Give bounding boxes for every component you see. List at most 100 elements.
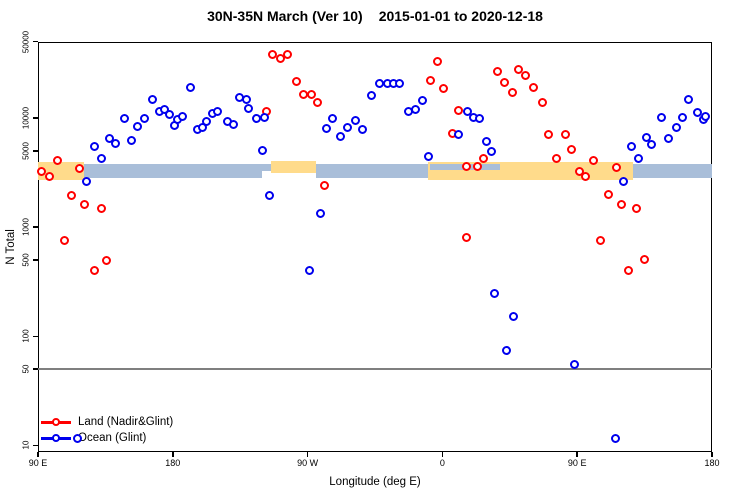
legend-ocean-line	[41, 434, 71, 442]
x-tick-mark	[711, 452, 713, 457]
data-point-land	[306, 90, 316, 100]
data-point-ocean	[657, 113, 667, 123]
band-segment-land_high	[271, 161, 316, 173]
data-point-land	[514, 64, 524, 74]
y-axis-title: N Total	[5, 229, 17, 265]
data-point-ocean	[482, 137, 492, 147]
data-point-ocean	[411, 105, 421, 115]
chart-title: 30N-35N March (Ver 10) 2015-01-01 to 2020…	[0, 8, 750, 24]
data-point-land	[96, 203, 106, 213]
data-point-land	[552, 153, 562, 163]
y-tick-label: 5000	[21, 141, 31, 160]
data-point-land	[520, 70, 530, 80]
data-point-land	[313, 98, 323, 108]
data-point-ocean	[241, 95, 251, 105]
y-tick-label: 50	[21, 364, 31, 374]
data-point-land	[53, 155, 63, 165]
x-tick-mark	[306, 452, 309, 457]
x-axis-title: Longitude (deg E)	[329, 476, 421, 488]
x-tick-mark	[172, 452, 174, 457]
legend-item-land: Land (Nadir&Glint)	[41, 414, 173, 430]
data-point-ocean	[358, 124, 368, 134]
data-point-ocean	[164, 110, 174, 120]
data-point-ocean	[229, 120, 239, 130]
data-point-land	[36, 167, 46, 177]
data-point-ocean	[82, 177, 92, 187]
legend: Land (Nadir&Glint) Ocean (Glint)	[41, 414, 173, 446]
legend-item-ocean: Ocean (Glint)	[41, 430, 173, 446]
data-point-ocean	[634, 153, 644, 163]
data-point-ocean	[502, 345, 512, 355]
legend-ocean-marker-icon	[52, 434, 60, 442]
data-point-ocean	[213, 106, 223, 116]
data-point-land	[604, 190, 614, 199]
data-point-land	[461, 232, 471, 242]
x-tick-label: 90 E	[28, 458, 48, 468]
data-point-land	[473, 162, 483, 172]
chart-title-main: 30N-35N March (Ver 10)	[207, 8, 363, 24]
band-segment-ocean_thin	[262, 164, 272, 171]
data-point-land	[640, 255, 650, 265]
data-point-ocean	[96, 153, 106, 163]
data-point-ocean	[463, 106, 473, 116]
data-point-ocean	[641, 133, 651, 143]
data-point-ocean	[335, 132, 345, 142]
data-point-ocean	[569, 359, 579, 369]
data-point-ocean	[366, 91, 376, 101]
data-point-land	[461, 161, 471, 171]
x-tick-label: 90 E	[567, 458, 587, 468]
data-point-ocean	[328, 113, 338, 123]
x-tick-label: 90 W	[297, 458, 319, 468]
data-point-ocean	[424, 152, 434, 162]
y-tick-label: 10000	[21, 106, 31, 130]
data-point-land	[66, 190, 76, 200]
data-point-land	[529, 83, 539, 93]
y-tick-label: 50000	[21, 30, 31, 53]
x-tick-mark	[576, 452, 578, 457]
data-point-land	[616, 199, 626, 209]
x-tick-label: 180	[704, 458, 720, 468]
legend-ocean-label: Ocean (Glint)	[78, 432, 147, 444]
data-point-ocean	[244, 103, 254, 113]
data-point-land	[632, 204, 642, 214]
reference-line-50	[38, 368, 712, 371]
data-point-ocean	[178, 112, 188, 122]
data-point-ocean	[350, 116, 360, 126]
data-point-ocean	[701, 111, 710, 121]
data-point-land	[74, 163, 84, 173]
data-point-ocean	[611, 433, 621, 443]
data-point-land	[507, 88, 517, 98]
band-segment-ocean	[315, 164, 429, 178]
data-point-land	[624, 265, 634, 275]
data-point-ocean	[260, 113, 270, 123]
legend-land-line	[41, 418, 71, 426]
y-tick-mark	[33, 335, 38, 338]
band-segment-ocean	[633, 164, 712, 178]
data-point-ocean	[395, 79, 404, 89]
x-tick-label: 0	[439, 458, 445, 468]
data-point-ocean	[454, 129, 464, 139]
data-point-ocean	[139, 114, 149, 124]
data-point-land	[319, 181, 329, 191]
data-point-land	[588, 155, 598, 165]
data-point-ocean	[646, 139, 656, 149]
data-point-land	[44, 172, 54, 182]
data-point-ocean	[474, 113, 484, 123]
y-tick-label: 500	[21, 253, 31, 267]
y-tick-mark	[33, 444, 38, 447]
x-tick-label: 180	[165, 458, 181, 468]
data-point-ocean	[160, 105, 169, 115]
y-tick-mark	[33, 40, 38, 43]
data-point-land	[500, 78, 509, 88]
legend-land-marker-icon	[52, 418, 60, 426]
data-point-land	[566, 144, 576, 154]
data-point-ocean	[627, 142, 637, 152]
x-tick-mark	[37, 452, 39, 457]
data-point-ocean	[90, 142, 100, 152]
data-point-ocean	[490, 289, 500, 298]
data-point-ocean	[120, 113, 130, 123]
data-point-land	[283, 49, 293, 59]
data-point-land	[544, 130, 554, 140]
legend-land-label: Land (Nadir&Glint)	[78, 416, 174, 428]
data-point-ocean	[663, 133, 673, 143]
